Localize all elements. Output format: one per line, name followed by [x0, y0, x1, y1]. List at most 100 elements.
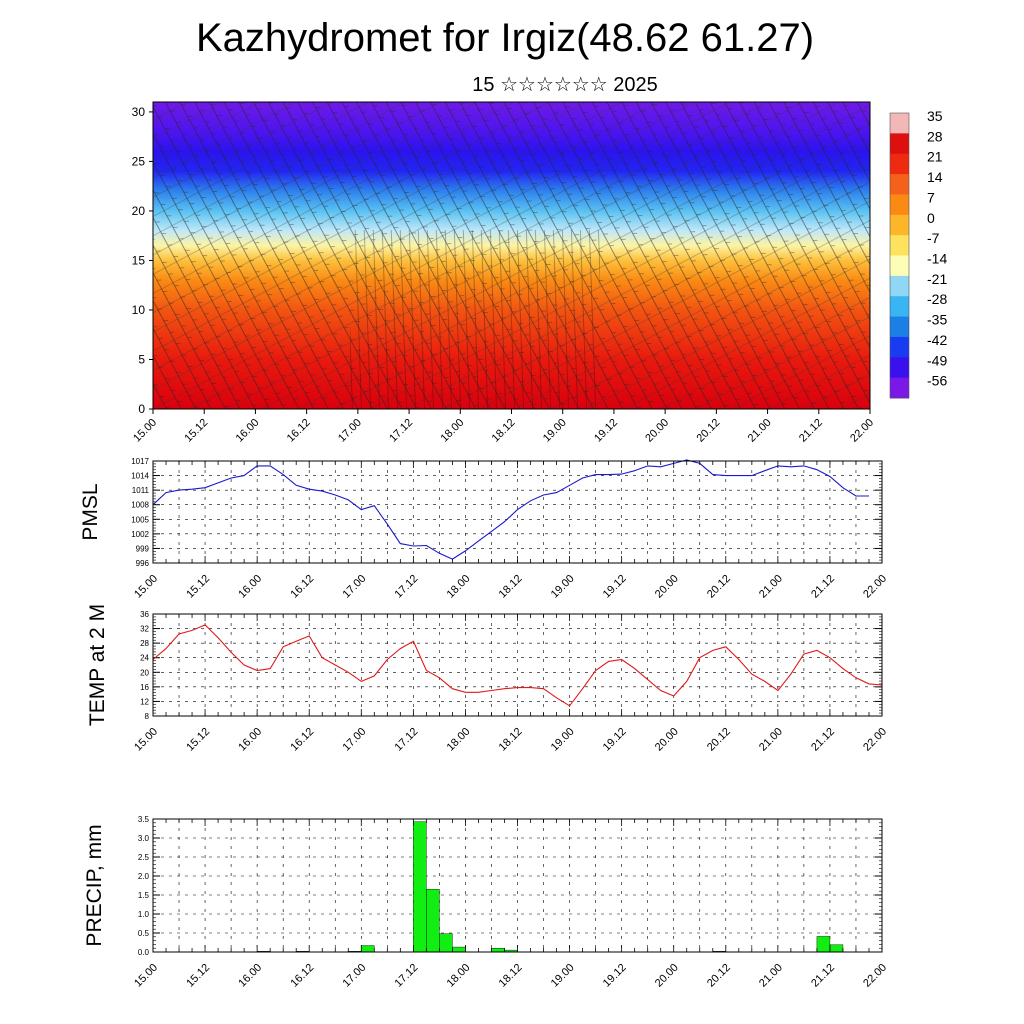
cross-section-x-tick-label: 15.12: [182, 417, 210, 445]
pmsl-x-tick-label: 17.00: [340, 573, 368, 601]
colorbar-swatch: [890, 316, 909, 338]
colorbar-label: 35: [927, 108, 943, 124]
cross-section-x-tick-label: 20.00: [643, 417, 671, 445]
pmsl-x-tick-label: 18.12: [497, 573, 525, 601]
wind-field-vertical: [350, 230, 600, 409]
precip-x-tick-label: 15.00: [132, 962, 160, 990]
colorbar-swatch: [890, 255, 909, 277]
cross-section-y-tick-label: 30: [132, 105, 146, 119]
temp-x-tick-label: 15.12: [184, 726, 212, 754]
precip-y-tick-label: 3.0: [138, 834, 150, 843]
precip-y-axis-label: PRECIP, mm: [83, 824, 106, 946]
pmsl-y-tick-label: 996: [136, 559, 150, 568]
colorbar-label: -56: [927, 373, 947, 389]
temp-x-tick-label: 21.00: [757, 726, 785, 754]
colorbar-label: -42: [927, 332, 947, 348]
temp-y-tick-label: 8: [145, 712, 150, 721]
precip-x-tick-label: 16.00: [236, 962, 264, 990]
colorbar-label: 28: [927, 128, 943, 144]
cross-section-x-tick-label: 16.12: [285, 417, 313, 445]
colorbar-label: -21: [927, 271, 947, 287]
pmsl-x-tick-label: 19.12: [601, 573, 629, 601]
precip-x-tick-label: 20.12: [705, 962, 733, 990]
temp-x-tick-label: 17.12: [393, 726, 421, 754]
precip-bar: [491, 948, 505, 953]
precip-x-tick-label: 16.12: [288, 962, 316, 990]
pmsl-x-tick-label: 15.00: [132, 573, 160, 601]
precip-y-tick-label: 1.5: [138, 891, 150, 900]
cross-section-x-tick-label: 19.12: [592, 417, 620, 445]
temp-x-tick-label: 16.12: [288, 726, 316, 754]
pmsl-y-tick-label: 1005: [131, 515, 149, 524]
pmsl-x-tick-label: 20.00: [653, 573, 681, 601]
temp-panel: 8 12 16 20 24 28 32 36 15.00 15.12 16.00 16.12 17.00…: [86, 604, 889, 754]
cross-section-x-tick-label: 21.00: [746, 417, 774, 445]
precip-x-tick-label: 21.12: [809, 962, 837, 990]
cross-section-x-tick-label: 18.00: [438, 417, 466, 445]
precip-bar: [816, 936, 831, 953]
precip-y-tick-label: 1.0: [138, 910, 150, 919]
cross-section-x-tick-label: 19.00: [541, 417, 569, 445]
precip-panel: 0.0 0.5 1.0 1.5 2.0 2.5 3.0 3.5 15.00 15.12 16.00 1…: [83, 815, 889, 990]
temp-x-tick-label: 21.12: [809, 726, 837, 754]
colorbar-swatch: [890, 377, 909, 399]
colorbar-label: -49: [927, 352, 947, 368]
cross-section-x-tick-label: 18.12: [490, 417, 518, 445]
temp-x-tick-label: 19.12: [601, 726, 629, 754]
chart-subtitle: 15 ☆☆☆☆☆☆ 2025: [472, 74, 658, 96]
precip-bar: [829, 944, 844, 953]
precip-y-tick-label: 2.0: [138, 872, 150, 881]
cross-section-x-tick-label: 22.00: [848, 417, 876, 445]
colorbar: 35 28 21 14 7 0 -7 -14 -21 -28 -35 -42 -49 -56: [889, 108, 947, 399]
pmsl-x-tick-label: 16.00: [236, 573, 264, 601]
colorbar-label: -14: [927, 251, 947, 267]
precip-y-tick-label: 3.5: [138, 815, 150, 824]
colorbar-swatch: [890, 153, 909, 175]
precip-x-tick-label: 17.12: [393, 962, 421, 990]
colorbar-label: 7: [927, 189, 935, 205]
precip-y-tick-label: 2.5: [138, 853, 150, 862]
cross-section-y-tick-label: 5: [138, 352, 145, 366]
precip-bar: [413, 821, 427, 953]
colorbar-label: -28: [927, 291, 947, 307]
precip-x-tick-label: 19.00: [549, 962, 577, 990]
pmsl-y-axis-label: PMSL: [79, 483, 102, 540]
temp-y-tick-label: 36: [140, 610, 149, 619]
cross-section-x-tick-label: 20.12: [695, 417, 723, 445]
cross-section-x-tick-label: 15.00: [131, 417, 159, 445]
precip-x-tick-label: 18.12: [497, 962, 525, 990]
colorbar-swatch: [890, 214, 909, 236]
temp-x-tick-label: 18.00: [445, 726, 473, 754]
temp-x-tick-label: 18.12: [497, 726, 525, 754]
pmsl-y-tick-label: 999: [136, 544, 150, 553]
pmsl-x-tick-label: 21.12: [809, 573, 837, 601]
pmsl-y-tick-label: 1017: [131, 457, 149, 466]
pmsl-frame: [152, 460, 883, 564]
pmsl-x-tick-label: 20.12: [705, 573, 733, 601]
pmsl-y-tick-label: 1011: [132, 486, 150, 495]
pmsl-y-tick-label: 1008: [131, 501, 149, 510]
chart-title: Kazhydromet for Irgiz(48.62 61.27): [195, 16, 815, 60]
precip-bar: [452, 946, 466, 953]
pmsl-x-tick-label: 18.00: [445, 573, 473, 601]
pmsl-x-tick-label: 19.00: [549, 573, 577, 601]
cross-section-x-tick-label: 17.12: [387, 417, 415, 445]
temp-series-line: [152, 624, 883, 707]
temp-y-tick-label: 28: [140, 639, 149, 648]
precip-y-tick-label: 0.5: [138, 929, 150, 938]
cross-section-y-tick-label: 25: [132, 154, 146, 168]
pmsl-x-tick-label: 22.00: [861, 573, 889, 601]
colorbar-swatch: [890, 133, 909, 155]
precip-x-tick-label: 17.00: [340, 962, 368, 990]
colorbar-swatch: [890, 357, 909, 379]
precip-x-tick-label: 20.00: [653, 962, 681, 990]
precip-bar: [426, 889, 440, 953]
pmsl-y-tick-label: 1002: [131, 530, 149, 539]
pmsl-x-tick-label: 21.00: [757, 573, 785, 601]
temp-x-tick-label: 19.00: [549, 726, 577, 754]
cross-section-x-tick-label: 17.00: [336, 417, 364, 445]
colorbar-swatch: [890, 113, 909, 134]
pmsl-y-tick-label: 1014: [131, 472, 149, 481]
cross-section-y-tick-label: 15: [132, 253, 146, 267]
